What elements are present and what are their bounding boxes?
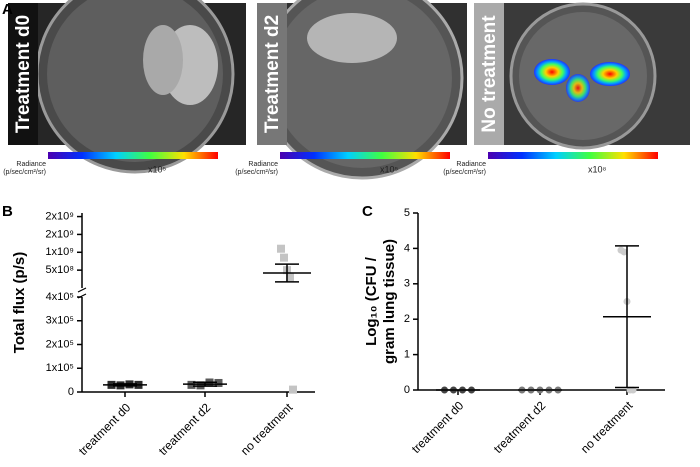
y-tick-label: 5 (404, 207, 410, 219)
y-tick-label: 0 (404, 384, 410, 396)
data-point (214, 378, 223, 387)
y-axis-label: Total flux (p/s) (11, 252, 28, 353)
colorbar-label: Radiance (p/sec/cm²/sr) (235, 161, 278, 176)
data-point (280, 253, 288, 262)
y-tick-label: 1x10⁵ (46, 362, 74, 374)
x-tick-label: treatment d0 (409, 398, 467, 456)
image-no-treatment (474, 2, 690, 150)
colorbar-label-line: (p/sec/cm²/sr) (443, 169, 486, 176)
data-point (277, 244, 285, 253)
image-d2 (257, 0, 467, 180)
y-tick-label: 0 (68, 386, 74, 398)
colorbar-label-line: Radiance (16, 161, 46, 168)
axis-break (77, 287, 87, 293)
data-point (289, 385, 297, 394)
colorbar-label-line: (p/sec/cm²/sr) (3, 169, 46, 176)
colorbar-label-line: Radiance (456, 161, 486, 168)
y-tick-label: 4x10⁵ (46, 291, 74, 303)
y-tick-label: 2x10⁵ (46, 338, 74, 350)
image-title: Treatment d0 (13, 15, 34, 133)
x-tick-label: no treatment (578, 398, 636, 456)
y-tick-label: 4 (404, 242, 410, 254)
colorbar-scale: x10⁵ (380, 164, 399, 174)
panel-label: A (2, 1, 13, 18)
y-axis-label: gram lung tissue) (381, 239, 398, 364)
panel-label: C (362, 203, 373, 220)
image-d0 (8, 0, 246, 174)
y-tick-label: 2 (404, 313, 410, 325)
colorbar (488, 152, 658, 159)
y-tick-label: 2x10⁹ (45, 228, 74, 240)
x-tick-label: treatment d2 (491, 398, 549, 456)
y-tick-label: 3x10⁵ (46, 315, 74, 327)
colorbar-label-line: Radiance (248, 161, 278, 168)
panel-label: B (2, 203, 13, 220)
y-tick-label: 2x10⁹ (45, 210, 74, 222)
y-tick-label: 5x10⁸ (46, 264, 75, 276)
image-title: Treatment d2 (262, 15, 283, 133)
colorbar (48, 152, 218, 159)
data-point (620, 248, 628, 256)
y-tick-label: 1 (404, 349, 410, 361)
colorbar-label: Radiance (p/sec/cm²/sr) (3, 161, 46, 176)
colorbar-label-line: (p/sec/cm²/sr) (235, 169, 278, 176)
x-tick-label: treatment d0 (76, 400, 134, 458)
x-tick-label: treatment d2 (156, 400, 214, 458)
colorbar-scale: x10⁵ (148, 164, 167, 174)
x-tick-label: no treatment (238, 400, 296, 458)
y-tick-label: 3 (404, 278, 410, 290)
y-axis-label: Log₁₀ (CFU / (363, 256, 380, 346)
colorbar (280, 152, 450, 159)
colorbar-scale: x10⁸ (588, 164, 607, 174)
data-point (286, 273, 294, 282)
y-tick-label: 1x10⁹ (45, 246, 74, 258)
axis-break (77, 293, 87, 299)
image-title: No treatment (479, 15, 500, 133)
colorbar-label: Radiance (p/sec/cm²/sr) (443, 161, 486, 176)
